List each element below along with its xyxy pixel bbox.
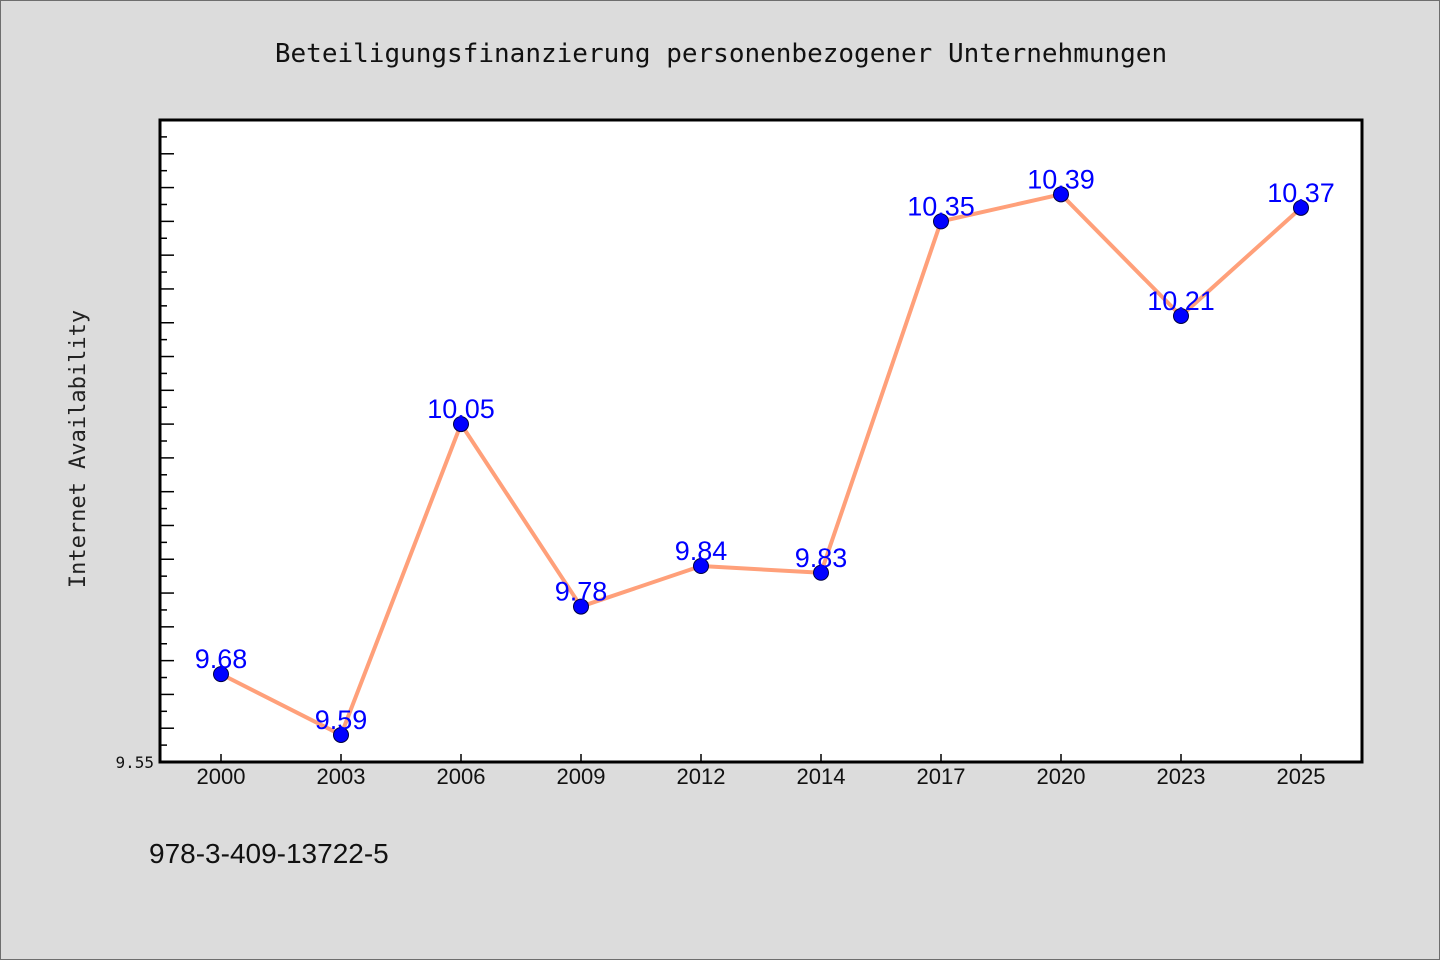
- x-tick-label: 2020: [1037, 764, 1086, 789]
- data-label: 10.05: [427, 394, 495, 424]
- data-point: [573, 598, 589, 615]
- data-point: [453, 416, 469, 433]
- x-tick-label: 2003: [317, 764, 366, 789]
- data-markers: [213, 186, 1309, 743]
- data-point: [813, 564, 829, 581]
- data-label: 10.35: [907, 191, 975, 221]
- data-labels: 9.68 9.59 10.05 9.78 9.84 9.83 10.35 10.39 10.21…: [195, 164, 1335, 735]
- x-tick-label: 2014: [797, 764, 846, 789]
- x-axis-ticks: 2000 2003 2006 2009 2012 2014 2017 2020 2023 2025: [197, 754, 1326, 789]
- data-label: 10.37: [1267, 178, 1335, 208]
- x-tick-label: 2017: [917, 764, 966, 789]
- data-label: 9.83: [795, 543, 848, 573]
- y-axis-ticks: 9.55: [115, 136, 174, 772]
- data-label: 10.39: [1027, 164, 1095, 194]
- data-point: [1053, 186, 1069, 203]
- data-label: 10.21: [1147, 286, 1215, 316]
- data-label: 9.68: [195, 644, 248, 674]
- footer-isbn: 978-3-409-13722-5: [149, 838, 389, 869]
- data-point: [1293, 199, 1309, 216]
- y-axis-label: Internet Availability: [66, 310, 91, 588]
- x-tick-label: 2023: [1157, 764, 1206, 789]
- x-tick-label: 2025: [1277, 764, 1326, 789]
- data-point: [213, 666, 229, 683]
- data-label: 9.59: [315, 705, 368, 735]
- x-tick-label: 2012: [677, 764, 726, 789]
- chart-title: Beteiligungsfinanzierung personenbezogen…: [275, 39, 1167, 69]
- data-label: 9.78: [555, 577, 608, 607]
- x-tick-label: 2000: [197, 764, 246, 789]
- x-tick-label: 2006: [437, 764, 486, 789]
- series-line: [220, 192, 1303, 737]
- plot-area: [158, 118, 1364, 764]
- data-point: [333, 726, 349, 743]
- y-tick-label: 9.55: [115, 753, 154, 772]
- data-point: [933, 213, 949, 230]
- x-tick-label: 2009: [557, 764, 606, 789]
- data-label: 9.84: [675, 536, 728, 566]
- data-point: [1173, 307, 1189, 324]
- data-point: [693, 558, 709, 575]
